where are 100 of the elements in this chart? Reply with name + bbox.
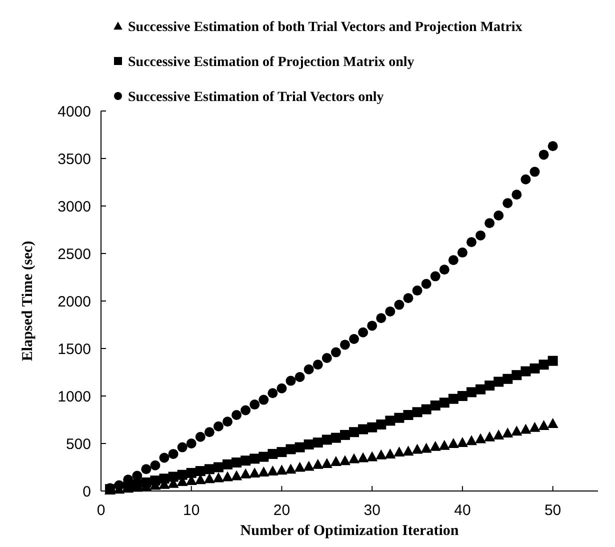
point <box>376 313 386 324</box>
point <box>448 438 459 448</box>
point <box>186 438 196 448</box>
point <box>177 442 188 452</box>
point <box>132 470 142 481</box>
point <box>520 424 532 434</box>
point <box>358 327 368 338</box>
point <box>412 286 422 296</box>
point <box>420 442 432 453</box>
point <box>322 353 332 363</box>
point <box>430 440 441 451</box>
legend-label: Successive Estimation of both Trial Vectors and Projection Matrix <box>128 20 522 35</box>
y-tick-label: 1000 <box>58 388 91 406</box>
point <box>240 405 251 416</box>
point <box>168 448 178 459</box>
point <box>430 271 440 282</box>
point <box>438 440 450 450</box>
point <box>530 166 540 177</box>
x-tick-label: 0 <box>96 502 106 519</box>
point <box>494 210 504 220</box>
point <box>250 400 260 410</box>
point <box>538 420 550 430</box>
y-tick-label: 2500 <box>58 246 91 263</box>
point <box>213 421 224 432</box>
point <box>484 218 495 228</box>
point <box>276 383 287 394</box>
point <box>484 431 496 442</box>
point <box>150 460 160 470</box>
point <box>258 466 270 476</box>
point <box>520 174 531 184</box>
point <box>457 248 468 258</box>
point <box>384 448 396 458</box>
point <box>276 464 288 475</box>
point <box>421 278 432 289</box>
point <box>303 460 314 471</box>
point <box>195 432 206 442</box>
x-tick-label: 20 <box>273 502 290 519</box>
x-tick-label: 30 <box>364 502 380 519</box>
y-tick-label: 0 <box>82 483 91 500</box>
point <box>114 480 124 490</box>
point <box>448 255 458 266</box>
point <box>330 456 342 466</box>
point <box>476 230 486 240</box>
point <box>294 372 305 382</box>
point <box>294 462 306 472</box>
point <box>267 466 278 476</box>
x-tick-label: 40 <box>454 502 471 519</box>
point <box>231 470 242 480</box>
x-tick-label: 10 <box>183 502 200 519</box>
point <box>141 464 152 474</box>
point <box>330 347 341 358</box>
point <box>268 388 278 398</box>
x-axis-title: Number of Optimization Iteration <box>240 523 460 539</box>
point <box>547 418 558 428</box>
point <box>312 458 324 469</box>
point <box>548 141 558 152</box>
point <box>466 237 476 248</box>
point <box>159 452 170 463</box>
point <box>240 468 252 478</box>
point <box>439 264 450 275</box>
point <box>548 356 558 366</box>
point <box>222 471 234 482</box>
x-tick-label: 50 <box>544 502 562 519</box>
point <box>349 334 360 344</box>
point <box>321 458 332 468</box>
point <box>304 364 314 374</box>
point <box>456 437 468 448</box>
y-tick-label: 4000 <box>58 103 91 120</box>
legend-label: Successive Estimation of Projection Matrix only <box>128 54 414 70</box>
point <box>412 444 423 454</box>
y-tick-label: 500 <box>66 436 91 453</box>
point <box>538 150 549 160</box>
point <box>512 190 522 200</box>
point <box>348 453 360 464</box>
point <box>222 416 233 427</box>
y-tick-label: 1500 <box>58 340 91 358</box>
point <box>394 300 404 310</box>
point <box>394 446 405 457</box>
point <box>475 433 486 444</box>
point <box>403 293 414 304</box>
point <box>340 340 350 350</box>
point <box>204 473 215 484</box>
y-tick-label: 3500 <box>58 150 91 168</box>
point <box>376 449 387 460</box>
point <box>367 320 378 331</box>
point <box>339 455 350 466</box>
legend-label: Successive Estimation of Trial Vectors only <box>128 90 384 105</box>
point <box>511 426 522 436</box>
y-tick-label: 3000 <box>58 198 91 216</box>
point <box>502 428 514 438</box>
point <box>493 429 504 440</box>
point <box>366 451 378 462</box>
point <box>204 427 214 438</box>
point <box>529 422 540 432</box>
point <box>286 376 296 386</box>
point <box>232 410 242 420</box>
y-axis-title: Elapsed Time (sec) <box>20 240 36 362</box>
point <box>502 198 513 208</box>
point <box>358 452 369 462</box>
point <box>402 446 414 456</box>
